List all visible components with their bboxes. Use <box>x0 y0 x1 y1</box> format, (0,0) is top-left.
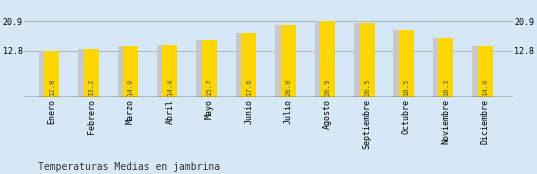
Bar <box>354 23 366 97</box>
Bar <box>202 40 217 97</box>
Bar <box>236 33 248 97</box>
Text: 12.8: 12.8 <box>49 78 55 96</box>
Bar <box>118 46 129 97</box>
Text: 18.5: 18.5 <box>403 78 409 96</box>
Bar <box>44 51 59 97</box>
Bar <box>84 49 99 97</box>
Bar <box>360 23 374 97</box>
Bar <box>275 25 287 97</box>
Text: Temperaturas Medias en jambrina: Temperaturas Medias en jambrina <box>38 162 220 172</box>
Bar <box>157 45 169 97</box>
Bar <box>438 38 453 97</box>
Bar <box>399 30 414 97</box>
Text: 16.3: 16.3 <box>443 78 449 96</box>
Text: 17.6: 17.6 <box>246 78 252 96</box>
Text: 20.9: 20.9 <box>324 78 331 96</box>
Text: 20.5: 20.5 <box>364 78 370 96</box>
Bar <box>394 30 405 97</box>
Bar <box>281 25 296 97</box>
Bar <box>241 33 256 97</box>
Text: 20.0: 20.0 <box>285 78 291 96</box>
Bar <box>123 46 138 97</box>
Bar <box>320 21 335 97</box>
Text: 13.2: 13.2 <box>88 78 94 96</box>
Text: 14.0: 14.0 <box>128 78 134 96</box>
Text: 14.0: 14.0 <box>482 78 488 96</box>
Bar <box>315 21 326 97</box>
Bar <box>472 46 484 97</box>
Bar <box>197 40 208 97</box>
Text: 14.4: 14.4 <box>167 78 173 96</box>
Text: 15.7: 15.7 <box>206 78 213 96</box>
Bar <box>478 46 493 97</box>
Bar <box>433 38 445 97</box>
Bar <box>163 45 177 97</box>
Bar <box>39 51 50 97</box>
Bar <box>78 49 90 97</box>
